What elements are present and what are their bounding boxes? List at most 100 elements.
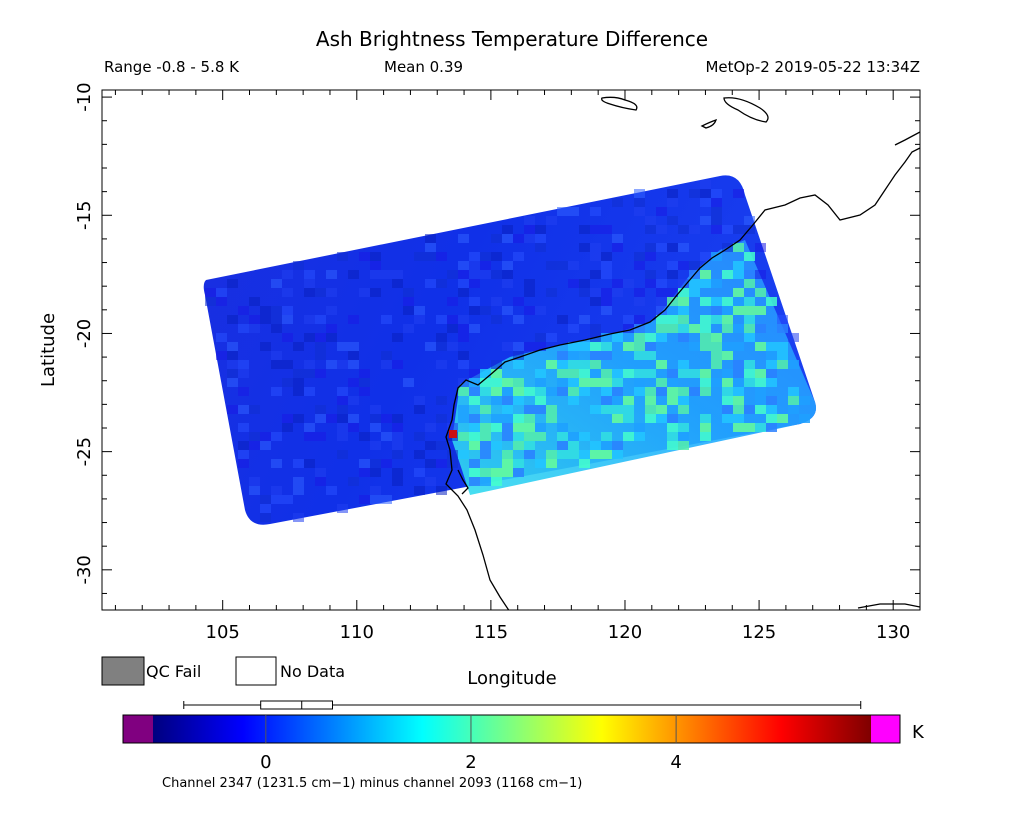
swath-pixel [392,423,403,432]
box-iqr [260,700,334,710]
swath-pixel [579,288,590,297]
swath-pixel [733,342,744,351]
swath-pixel [623,369,634,378]
swath-pixel [733,360,744,369]
swath-pixel [799,414,810,423]
swath-pixel [304,288,315,297]
swath-pixel [755,288,766,297]
swath-pixel [370,405,381,414]
swath-pixel [612,414,623,423]
swath-pixel [502,450,513,459]
swath-pixel [623,279,634,288]
swath-pixel [271,279,282,288]
swath-pixel [535,306,546,315]
swath-pixel [722,243,733,252]
swath-pixel [678,315,689,324]
swath-pixel [205,288,216,297]
swath-pixel [392,477,403,486]
swath-pixel [601,432,612,441]
swath-pixel [700,216,711,225]
swath-pixel [524,279,535,288]
swath-pixel [656,405,667,414]
swath-pixel [370,486,381,495]
swath-pixel [271,387,282,396]
swath-pixel [733,324,744,333]
swath-pixel [557,423,568,432]
swath-pixel [436,441,447,450]
swath-pixel [425,423,436,432]
colorbar-unit: K [912,722,925,743]
swath-pixel [414,450,425,459]
swath-pixel [458,324,469,333]
swath-pixel [535,243,546,252]
swath-pixel [370,252,381,261]
swath-pixel [711,342,722,351]
swath-pixel [711,189,722,198]
swath-pixel [469,432,480,441]
swath-pixel [744,315,755,324]
swath-pixel [733,189,744,198]
swath-pixel [293,459,304,468]
swath-pixel [469,252,480,261]
swath-pixel [392,414,403,423]
swath-pixel [689,342,700,351]
swath-pixel [579,450,590,459]
swath-pixel [667,288,678,297]
swath-pixel [590,405,601,414]
swath-pixel [612,441,623,450]
swath-pixel [711,297,722,306]
swath-pixel [304,387,315,396]
swath-pixel [590,450,601,459]
x-tick-label: 110 [340,622,374,643]
swath-pixel [403,378,414,387]
swath-pixel [634,333,645,342]
swath-pixel [425,243,436,252]
swath-pixel [249,486,260,495]
map-content [203,96,920,610]
swath-pixel [513,459,524,468]
swath-pixel [546,414,557,423]
swath-pixel [656,324,667,333]
hot-pixel [449,430,457,438]
swath-pixel [502,279,513,288]
swath-pixel [634,315,645,324]
swath-pixel [359,288,370,297]
swath-pixel [480,441,491,450]
swath-pixel [623,324,634,333]
swath-pixel [458,279,469,288]
swath-pixel [337,252,348,261]
swath-pixel [568,369,579,378]
swath-pixel [546,333,557,342]
swath-pixel [337,360,348,369]
swath-pixel [733,405,744,414]
swath-pixel [480,261,491,270]
swath-pixel [546,450,557,459]
swath-pixel [359,468,370,477]
swath-pixel [436,396,447,405]
swath-pixel [579,243,590,252]
swath-pixel [667,261,678,270]
swath-pixel [733,261,744,270]
swath-pixel [381,414,392,423]
swath-pixel [227,342,238,351]
swath-pixel [634,207,645,216]
swath-pixel [513,432,524,441]
x-tick-label: 115 [474,622,508,643]
swath-pixel [326,270,337,279]
swath-pixel [766,342,777,351]
swath-pixel [348,342,359,351]
swath-pixel [436,315,447,324]
swath-pixel [304,315,315,324]
swath-pixel [447,423,458,432]
swath-pixel [744,252,755,261]
swath-pixel [403,306,414,315]
swath-pixel [722,369,733,378]
swath-pixel [634,288,645,297]
swath-pixel [744,279,755,288]
swath-pixel [601,261,612,270]
swath-pixel [535,423,546,432]
swath-pixel [513,387,524,396]
swath-pixel [689,189,700,198]
swath-pixel [403,324,414,333]
swath-pixel [700,279,711,288]
